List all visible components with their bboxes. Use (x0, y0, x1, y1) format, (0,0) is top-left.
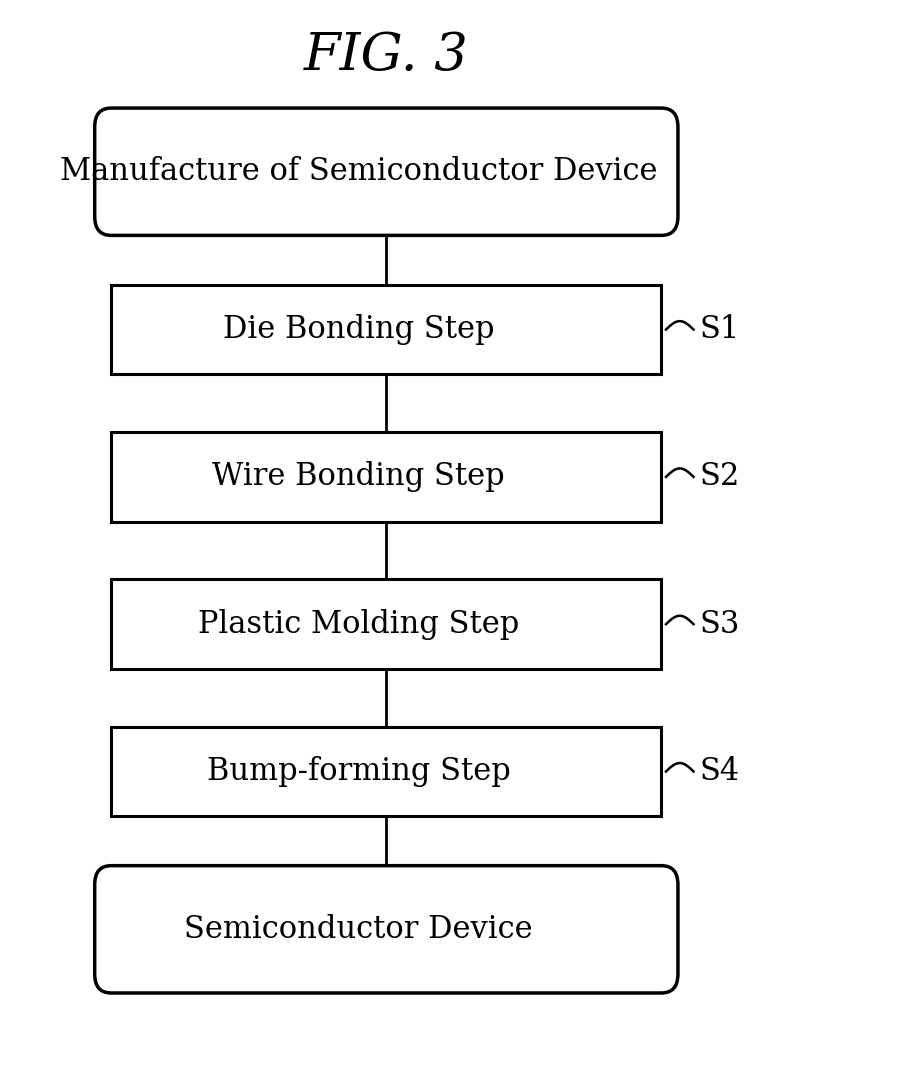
Text: S1: S1 (700, 314, 741, 345)
Text: Semiconductor Device: Semiconductor Device (184, 914, 533, 945)
Text: Manufacture of Semiconductor Device: Manufacture of Semiconductor Device (60, 157, 658, 187)
Text: Die Bonding Step: Die Bonding Step (223, 314, 495, 345)
Text: Wire Bonding Step: Wire Bonding Step (212, 461, 505, 492)
Text: S3: S3 (700, 609, 741, 639)
FancyBboxPatch shape (94, 108, 678, 235)
Text: S2: S2 (700, 461, 741, 492)
Text: FIG. 3: FIG. 3 (304, 30, 469, 81)
Text: Bump-forming Step: Bump-forming Step (207, 756, 510, 787)
FancyBboxPatch shape (94, 866, 678, 993)
Text: S4: S4 (700, 756, 740, 787)
Bar (112, 432, 662, 522)
Bar (112, 285, 662, 375)
Bar (112, 580, 662, 669)
Bar (112, 727, 662, 816)
Text: Plastic Molding Step: Plastic Molding Step (198, 609, 519, 639)
